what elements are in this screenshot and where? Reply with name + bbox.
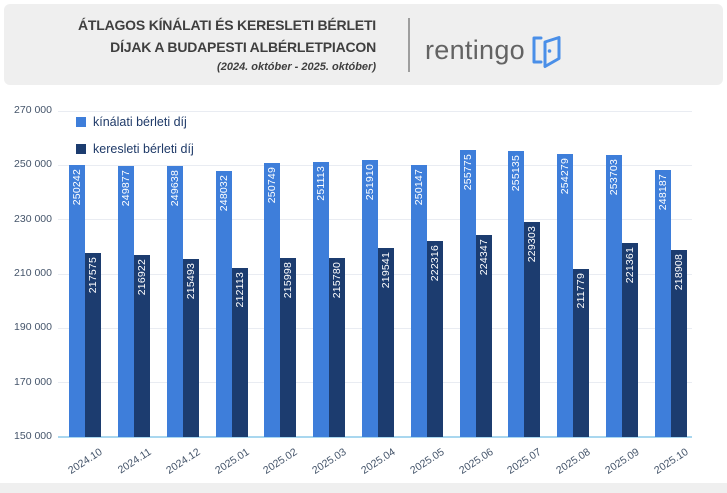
bar-demand: 217575	[85, 253, 102, 437]
bar-demand: 215493	[182, 259, 199, 437]
y-tick-label: 210 000	[14, 267, 52, 279]
bar-offer: 250147	[410, 164, 427, 437]
bar-demand: 224347	[475, 235, 492, 437]
bar-offer: 251113	[313, 162, 330, 437]
title-subtitle: (2024. október - 2025. október)	[217, 61, 376, 73]
y-tick-label: 250 000	[14, 158, 52, 171]
bar-value-label: 221361	[623, 247, 636, 284]
bar-demand: 218908	[670, 249, 687, 437]
title-line-1: ÁTLAGOS KÍNÁLATI ÉS KERESLETI BÉRLETI	[77, 17, 376, 33]
bar-value-label: 212113	[233, 272, 246, 308]
bar-value-label: 255135	[510, 155, 523, 192]
bar-value-label: 218908	[672, 253, 685, 291]
open-door-icon	[532, 36, 561, 68]
bar-value-label: 215998	[282, 261, 295, 298]
gridline	[58, 110, 692, 112]
footer-strip	[0, 483, 727, 493]
bar-offer: 249877	[118, 165, 135, 437]
x-axis-line	[58, 436, 692, 438]
bar-demand: 211779	[573, 269, 590, 437]
bar-offer: 254279	[557, 153, 574, 437]
y-tick-label: 170 000	[14, 375, 52, 388]
bar-value-label: 249877	[120, 169, 133, 206]
bar-demand: 215780	[329, 258, 346, 437]
bar-value-label: 251113	[315, 166, 328, 201]
bar-demand: 216922	[134, 255, 151, 437]
legend-swatch	[76, 116, 86, 127]
legend-label: keresleti bérleti díj	[93, 141, 194, 156]
bar-value-label: 217575	[87, 257, 100, 294]
bar-demand: 229303	[524, 221, 541, 437]
bar-demand: 219541	[378, 248, 394, 437]
bar-value-label: 211779	[575, 273, 588, 309]
bar-offer: 251910	[362, 160, 378, 437]
bar-demand: 212113	[231, 268, 248, 437]
bar-value-label: 216922	[136, 259, 149, 296]
bar-value-label: 248032	[217, 174, 230, 211]
bar-offer: 253703	[605, 155, 622, 437]
bar-offer: 249638	[166, 166, 183, 437]
y-tick-label: 270 000	[14, 104, 52, 116]
bar-offer: 250749	[264, 163, 281, 437]
bar-value-label: 248187	[656, 174, 669, 211]
y-tick-label: 150 000	[14, 430, 52, 442]
y-tick-label: 230 000	[14, 212, 52, 225]
legend-item: keresleti bérleti díj	[76, 135, 194, 162]
bar-value-label: 253703	[607, 159, 620, 196]
bar-value-label: 255775	[461, 153, 474, 190]
legend: kínálati bérleti díj keresleti bérleti dí…	[76, 108, 194, 162]
bar-value-label: 222316	[428, 244, 441, 281]
title-line-2: DÍJAK A BUDAPESTI ALBÉRLETPIACON	[110, 39, 376, 55]
bar-value-label: 250242	[71, 168, 84, 205]
chart-title: ÁTLAGOS KÍNÁLATI ÉS KERESLETI BÉRLETI DÍ…	[46, 14, 376, 75]
bar-offer: 255775	[459, 149, 476, 437]
bar-value-label: 250147	[412, 168, 425, 206]
bar-demand: 222316	[426, 240, 443, 437]
y-tick-label: 190 000	[14, 321, 52, 334]
bar-value-label: 215493	[184, 263, 197, 300]
legend-item: kínálati bérleti díj	[76, 108, 194, 135]
header: ÁTLAGOS KÍNÁLATI ÉS KERESLETI BÉRLETI DÍ…	[4, 4, 723, 85]
header-divider	[408, 18, 410, 72]
bar-value-label: 215780	[331, 262, 344, 299]
bar-offer: 248187	[654, 170, 671, 437]
bar-value-label: 254279	[559, 157, 572, 194]
legend-label: kínálati bérleti díj	[93, 114, 187, 129]
bar-value-label: 229303	[526, 225, 539, 262]
bar-value-label: 224347	[477, 239, 490, 276]
legend-swatch	[76, 143, 86, 154]
bar-value-label: 251910	[364, 164, 376, 201]
bar-value-label: 219541	[380, 252, 392, 289]
bar-offer: 255135	[508, 151, 525, 437]
bar-demand: 221361	[621, 243, 638, 437]
bar-demand: 215998	[280, 257, 297, 437]
bar-offer: 250242	[69, 164, 86, 437]
logo-wordmark: rentingo	[425, 35, 525, 65]
bar-value-label: 250749	[266, 167, 279, 204]
rentingo-logo: rentingo	[425, 31, 566, 69]
bar-offer: 248032	[215, 170, 232, 437]
bar-value-label: 249638	[168, 170, 181, 207]
